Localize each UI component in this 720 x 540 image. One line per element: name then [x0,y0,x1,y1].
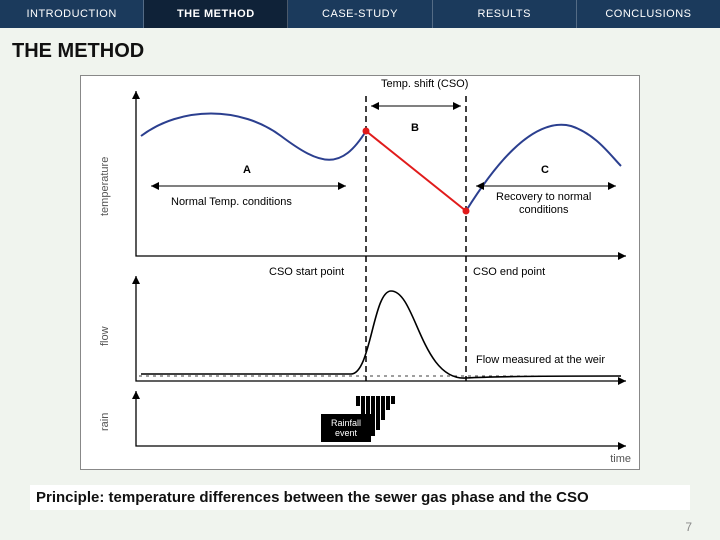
method-diagram: temperature flow rain time Temp. shift (… [80,75,640,470]
nav-case-study[interactable]: CASE-STUDY [288,0,432,28]
rain-label-1: Rainfall [331,418,361,428]
nav-conclusions[interactable]: CONCLUSIONS [577,0,720,28]
principle-caption: Principle: temperature differences betwe… [30,485,690,510]
ann-cso-end: CSO end point [473,266,545,278]
section-title: THE METHOD [12,40,144,63]
nav-results[interactable]: RESULTS [433,0,577,28]
ann-region-a: A [243,164,251,176]
rainfall-event-box: Rainfall event [321,414,371,442]
ylabel-temperature: temperature [99,157,111,216]
ann-region-c: C [541,164,549,176]
diagram-svg [81,76,641,471]
ann-cso-start: CSO start point [269,266,344,278]
ylabel-rain: rain [99,413,111,431]
page-number: 7 [685,520,692,534]
ylabel-flow: flow [99,326,111,346]
nav-the-method[interactable]: THE METHOD [144,0,288,28]
ann-recovery-line1: Recovery to normal [496,191,591,203]
ann-flow-measured: Flow measured at the weir [476,354,605,366]
ann-region-b: B [411,122,419,134]
xlabel-time: time [610,453,631,465]
top-nav: INTRODUCTION THE METHOD CASE-STUDY RESUL… [0,0,720,28]
rain-label-2: event [335,428,357,438]
nav-introduction[interactable]: INTRODUCTION [0,0,144,28]
ann-recovery-line2: conditions [519,204,569,216]
ann-temp-shift: Temp. shift (CSO) [381,78,468,90]
ann-normal-conditions: Normal Temp. conditions [171,196,292,208]
